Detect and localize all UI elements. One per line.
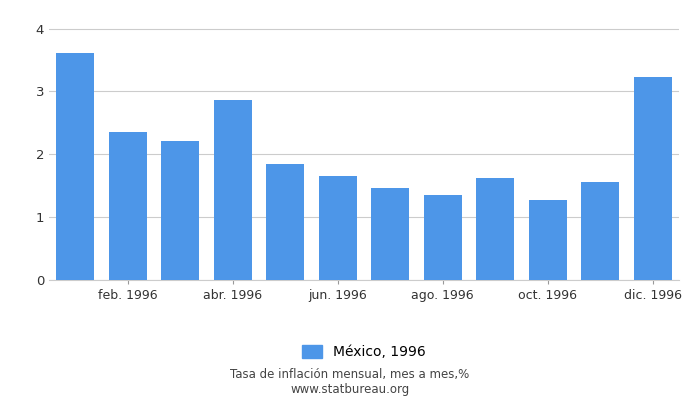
Bar: [634, 77, 672, 280]
Bar: [529, 200, 567, 280]
Bar: [214, 100, 252, 280]
Bar: [424, 195, 462, 280]
Bar: [57, 53, 94, 280]
Bar: [581, 182, 620, 280]
Legend: México, 1996: México, 1996: [297, 340, 431, 365]
Bar: [266, 164, 304, 280]
Bar: [318, 176, 356, 280]
Bar: [371, 188, 409, 280]
Bar: [109, 132, 147, 280]
Bar: [476, 178, 514, 280]
Text: Tasa de inflación mensual, mes a mes,%: Tasa de inflación mensual, mes a mes,%: [230, 368, 470, 381]
Bar: [162, 141, 200, 280]
Text: www.statbureau.org: www.statbureau.org: [290, 383, 410, 396]
